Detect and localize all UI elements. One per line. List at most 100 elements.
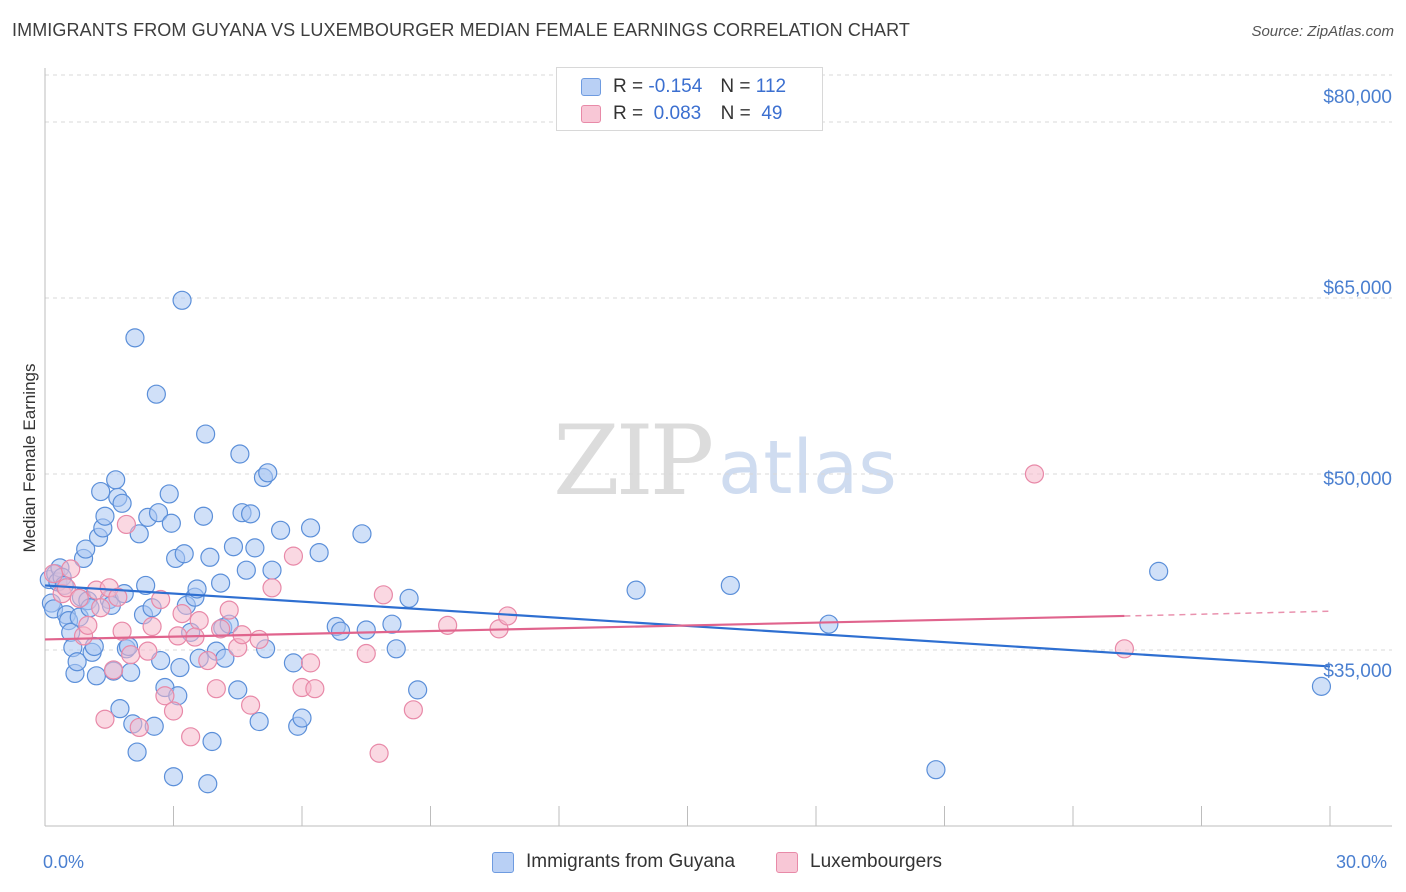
guyana-point <box>382 614 402 634</box>
luxembourger-point <box>403 700 423 720</box>
luxembourger-point <box>112 621 132 641</box>
guyana-point <box>300 518 321 538</box>
luxembourger-point <box>206 679 226 699</box>
legend-n-value: 112 <box>755 76 787 97</box>
guyana-point <box>193 506 214 526</box>
legend-r-label: R = <box>613 103 644 124</box>
guyana-point <box>228 680 248 700</box>
luxembourger-point <box>262 578 282 598</box>
luxembourger-point <box>172 604 192 624</box>
guyana-point <box>172 290 192 310</box>
guyana-point <box>245 538 265 558</box>
luxembourger-point <box>300 653 321 673</box>
guyana-point <box>283 653 304 673</box>
bottom-legend-luxembourgers[interactable]: Luxembourgers <box>776 851 942 873</box>
luxembourger-point <box>121 645 141 665</box>
guyana-point <box>136 575 156 596</box>
legend-n-value: 49 <box>761 103 783 124</box>
guyana-point <box>200 547 220 567</box>
y-axis-label: Median Female Earnings <box>20 363 39 553</box>
luxembourger-point <box>1024 464 1045 484</box>
x-tick-label-max: 30.0% <box>1336 852 1388 872</box>
luxembourger-point <box>163 701 184 721</box>
guyana-point <box>170 657 190 678</box>
y-tick-label: $80,000 <box>1323 87 1392 108</box>
x-tick-label-min: 0.0% <box>43 852 85 872</box>
guyana-point <box>386 639 406 659</box>
luxembourger-point <box>129 717 149 738</box>
luxembourger-point <box>249 629 269 650</box>
guyana-point <box>230 444 250 464</box>
legend-r-value: 0.083 <box>653 103 702 124</box>
luxembourger-point <box>69 588 89 608</box>
legend-n-label: N = <box>720 76 751 97</box>
luxembourger-point <box>1114 639 1135 659</box>
y-tick-label: $35,000 <box>1323 661 1392 682</box>
guyana-point <box>926 760 946 780</box>
guyana-point <box>163 767 184 787</box>
luxembourger-trend-extension <box>1124 610 1331 617</box>
luxembourger-point <box>116 514 136 535</box>
guyana-point <box>241 504 261 524</box>
luxembourger-point <box>219 600 239 620</box>
y-tick-label: $50,000 <box>1323 469 1392 490</box>
guyana-point <box>121 662 141 682</box>
guyana-point <box>174 544 194 564</box>
luxembourger-point <box>61 559 81 579</box>
luxembourger-point <box>155 686 175 706</box>
luxembourger-point <box>356 643 376 664</box>
luxembourger-trend-line <box>44 614 1125 641</box>
luxembourger-point <box>108 587 128 607</box>
legend-r-value: -0.154 <box>648 76 703 97</box>
guyana-point <box>106 470 126 490</box>
guyana-point <box>720 575 740 596</box>
luxembourger-point <box>283 546 304 566</box>
guyana-point <box>198 774 218 794</box>
source-credit: Source: ZipAtlas.com <box>1251 23 1394 40</box>
legend-label-luxembourgers: Luxembourgers <box>810 851 943 872</box>
luxembourger-point <box>211 619 231 639</box>
legend-swatch-pink <box>581 105 601 123</box>
legend-label-guyana: Immigrants from Guyana <box>526 851 736 872</box>
legend-swatch-blue <box>581 78 601 96</box>
legend-swatch-blue <box>492 851 514 873</box>
luxembourger-point <box>305 679 325 699</box>
bottom-legend-guyana[interactable]: Immigrants from Guyana <box>492 851 735 873</box>
luxembourger-point <box>138 641 158 661</box>
guyana-point <box>76 539 96 559</box>
luxembourger-point <box>181 727 201 747</box>
guyana-point <box>399 588 419 608</box>
guyana-point <box>352 524 372 544</box>
luxembourger-point <box>142 616 162 637</box>
guyana-point <box>819 614 839 634</box>
guyana-point <box>159 484 179 504</box>
guyana-point <box>125 328 145 348</box>
legend-n-label: N = <box>720 103 751 124</box>
luxembourger-point <box>189 611 209 631</box>
legend-row-luxembourgers: R = 0.083 N = 49 <box>581 102 782 126</box>
guyana-point <box>112 493 132 513</box>
guyana-point <box>408 680 428 700</box>
guyana-point <box>262 560 282 580</box>
guyana-point <box>1311 676 1332 696</box>
legend-swatch-pink <box>776 851 798 873</box>
guyana-point <box>211 573 231 593</box>
guyana-point <box>270 520 291 540</box>
guyana-point <box>330 621 351 641</box>
chart-title: IMMIGRANTS FROM GUYANA VS LUXEMBOURGER M… <box>12 20 911 40</box>
guyana-point <box>236 560 256 580</box>
stats-legend: R = -0.154 N = 112 R = 0.083 N = 49 <box>556 67 823 131</box>
luxembourger-point <box>95 709 115 729</box>
luxembourger-point <box>91 598 111 618</box>
legend-row-guyana: R = -0.154 N = 112 <box>581 75 786 99</box>
guyana-point <box>146 384 166 404</box>
luxembourger-point <box>78 615 98 635</box>
guyana-point <box>626 580 646 600</box>
legend-r-label: R = <box>613 76 644 97</box>
guyana-point <box>86 666 107 686</box>
luxembourger-point <box>103 660 124 680</box>
guyana-point <box>161 513 181 533</box>
guyana-point <box>202 731 222 752</box>
guyana-point <box>196 424 216 444</box>
